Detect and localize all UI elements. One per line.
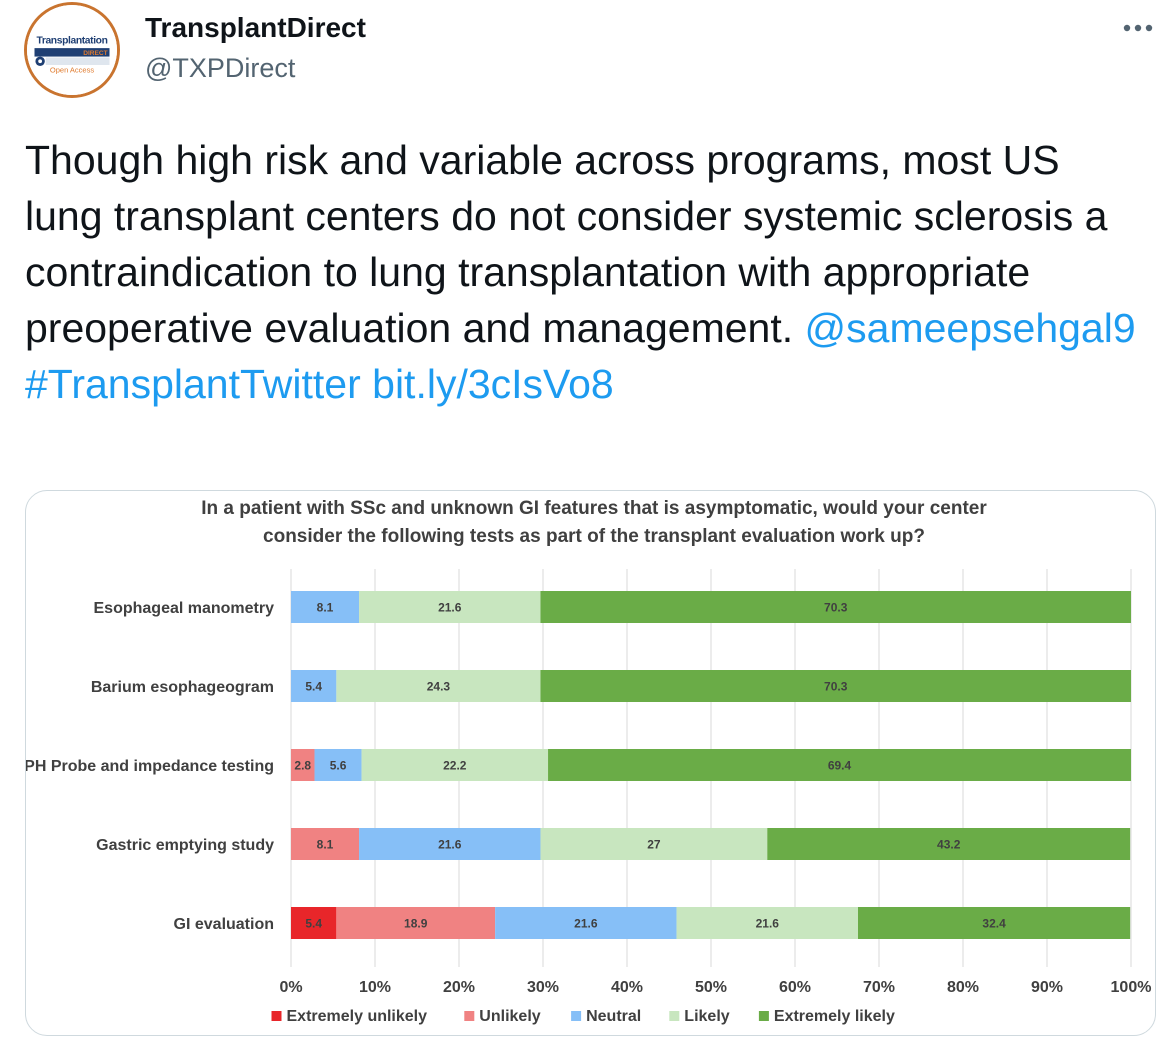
tweet-text: Though high risk and variable across pro… xyxy=(25,132,1145,412)
hashtag-link[interactable]: #TransplantTwitter xyxy=(25,361,361,407)
legend-label: Likely xyxy=(684,1008,729,1025)
bar-segment xyxy=(359,591,541,623)
chart-title-line-1: In a patient with SSc and unknown GI fea… xyxy=(201,498,987,519)
tweet-body: Though high risk and variable across pro… xyxy=(25,137,1108,351)
legend-swatch xyxy=(571,1011,582,1021)
bar-segment xyxy=(359,828,541,860)
category-label: Gastric emptying study xyxy=(96,837,274,854)
x-tick-label: 20% xyxy=(443,979,475,996)
data-label: 24.3 xyxy=(427,680,451,694)
chart-title-line-2: consider the following tests as part of … xyxy=(263,526,925,547)
data-label: 8.1 xyxy=(317,838,334,852)
user-handle[interactable]: @TXPDirect xyxy=(145,53,296,83)
bar-segment xyxy=(314,749,362,781)
bar-segment xyxy=(291,749,315,781)
x-tick-label: 60% xyxy=(779,979,811,996)
bar-segment xyxy=(540,591,1131,623)
bar-segment xyxy=(336,907,496,939)
logo-text: Transplantation xyxy=(36,35,107,46)
legend-label: Extremely likely xyxy=(774,1008,895,1025)
bar-segment xyxy=(291,907,337,939)
data-label: 5.6 xyxy=(330,759,347,773)
category-label: Esophageal manometry xyxy=(94,600,275,617)
x-tick-label: 30% xyxy=(527,979,559,996)
data-label: 18.9 xyxy=(404,917,428,931)
bar-segment xyxy=(291,828,360,860)
x-tick-label: 40% xyxy=(611,979,643,996)
x-tick-label: 0% xyxy=(279,979,302,996)
legend-swatch xyxy=(758,1011,769,1021)
bar-segment xyxy=(540,670,1131,702)
logo-caption: Open Access xyxy=(50,66,94,75)
bar-segment xyxy=(361,749,549,781)
tweet-media-chart[interactable]: In a patient with SSc and unknown GI fea… xyxy=(25,490,1156,1036)
data-label: 43.2 xyxy=(937,838,961,852)
bar-segment xyxy=(291,670,337,702)
data-label: 8.1 xyxy=(317,601,334,615)
x-tick-label: 80% xyxy=(947,979,979,996)
legend-swatch xyxy=(271,1011,282,1021)
mention-link[interactable]: @sameepsehgal9 xyxy=(804,305,1136,351)
logo-subtext: DIRECT xyxy=(83,50,107,57)
data-label: 2.8 xyxy=(294,759,311,773)
bar-segment xyxy=(767,828,1131,860)
legend-swatch xyxy=(669,1011,680,1021)
more-options-button[interactable] xyxy=(1118,8,1158,48)
bar-segment xyxy=(495,907,677,939)
data-label: 69.4 xyxy=(828,759,852,773)
data-label: 5.4 xyxy=(305,680,322,694)
data-label: 32.4 xyxy=(982,917,1006,931)
legend-swatch xyxy=(464,1011,475,1021)
legend-label: Neutral xyxy=(586,1008,641,1025)
bar-segment xyxy=(540,828,768,860)
x-tick-label: 90% xyxy=(1031,979,1063,996)
data-label: 22.2 xyxy=(443,759,467,773)
legend-label: Unlikely xyxy=(479,1008,540,1025)
more-horizontal-icon xyxy=(1123,24,1153,32)
x-tick-label: 10% xyxy=(359,979,391,996)
category-label: GI evaluation xyxy=(174,916,274,933)
data-label: 70.3 xyxy=(824,680,848,694)
data-label: 5.4 xyxy=(305,917,322,931)
bar-segment xyxy=(291,591,360,623)
bar-segment xyxy=(336,670,541,702)
x-tick-label: 100% xyxy=(1111,979,1152,996)
data-label: 21.6 xyxy=(756,917,780,931)
bar-segment xyxy=(858,907,1131,939)
data-label: 21.6 xyxy=(574,917,598,931)
avatar[interactable]: Transplantation DIRECT Open Access xyxy=(24,2,120,98)
bar-segment xyxy=(676,907,858,939)
data-label: 21.6 xyxy=(438,601,462,615)
category-label: Barium esophageogram xyxy=(91,679,274,696)
legend-label: Extremely unlikely xyxy=(287,1008,428,1025)
x-tick-label: 70% xyxy=(863,979,895,996)
x-tick-label: 50% xyxy=(695,979,727,996)
data-label: 27 xyxy=(647,838,661,852)
transplantation-direct-logo: Transplantation DIRECT Open Access xyxy=(27,5,117,95)
bar-segment xyxy=(548,749,1131,781)
data-label: 70.3 xyxy=(824,601,848,615)
display-name[interactable]: TransplantDirect xyxy=(145,12,366,43)
url-link[interactable]: bit.ly/3cIsVo8 xyxy=(372,361,614,407)
data-label: 21.6 xyxy=(438,838,462,852)
category-label: PH Probe and impedance testing xyxy=(26,758,274,775)
stacked-bar-chart: In a patient with SSc and unknown GI fea… xyxy=(26,498,1152,1025)
